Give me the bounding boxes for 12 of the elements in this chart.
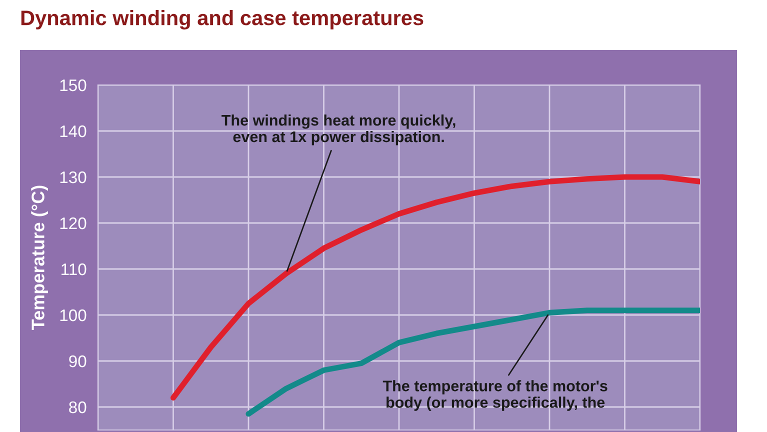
annotation: The windings heat more quickly, even at 1x power dissipation. — [222, 114, 456, 146]
annotation: The temperature of the motor's body (or more specifically, the — [382, 380, 608, 411]
y-tick-label: 80 — [69, 401, 86, 414]
y-tick-label: 120 — [60, 217, 86, 230]
y-tick-label: 130 — [60, 171, 86, 184]
y-tick-label: 150 — [60, 79, 86, 92]
chart-title: Dynamic winding and case temperatures — [21, 10, 424, 30]
y-tick-label: 90 — [69, 355, 86, 368]
y-tick-label: 140 — [60, 125, 86, 138]
y-axis-title: Temperature (°C) — [31, 186, 48, 330]
y-tick-label: 100 — [60, 309, 86, 322]
y-tick-label: 110 — [62, 263, 86, 276]
